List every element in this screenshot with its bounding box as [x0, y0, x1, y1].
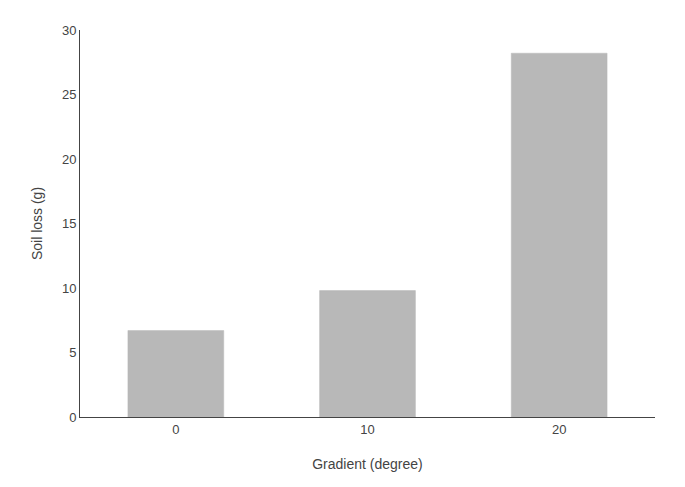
svg-text:0: 0 [172, 422, 179, 437]
svg-text:10: 10 [62, 281, 76, 296]
svg-text:15: 15 [62, 216, 76, 231]
svg-text:5: 5 [69, 345, 76, 360]
svg-text:20: 20 [62, 152, 76, 167]
svg-text:Soil loss (g): Soil loss (g) [29, 187, 45, 260]
svg-text:10: 10 [360, 422, 374, 437]
svg-text:0: 0 [69, 410, 76, 425]
svg-text:30: 30 [62, 23, 76, 38]
svg-text:Gradient (degree): Gradient (degree) [312, 456, 423, 472]
svg-text:25: 25 [62, 87, 76, 102]
svg-text:20: 20 [552, 422, 566, 437]
